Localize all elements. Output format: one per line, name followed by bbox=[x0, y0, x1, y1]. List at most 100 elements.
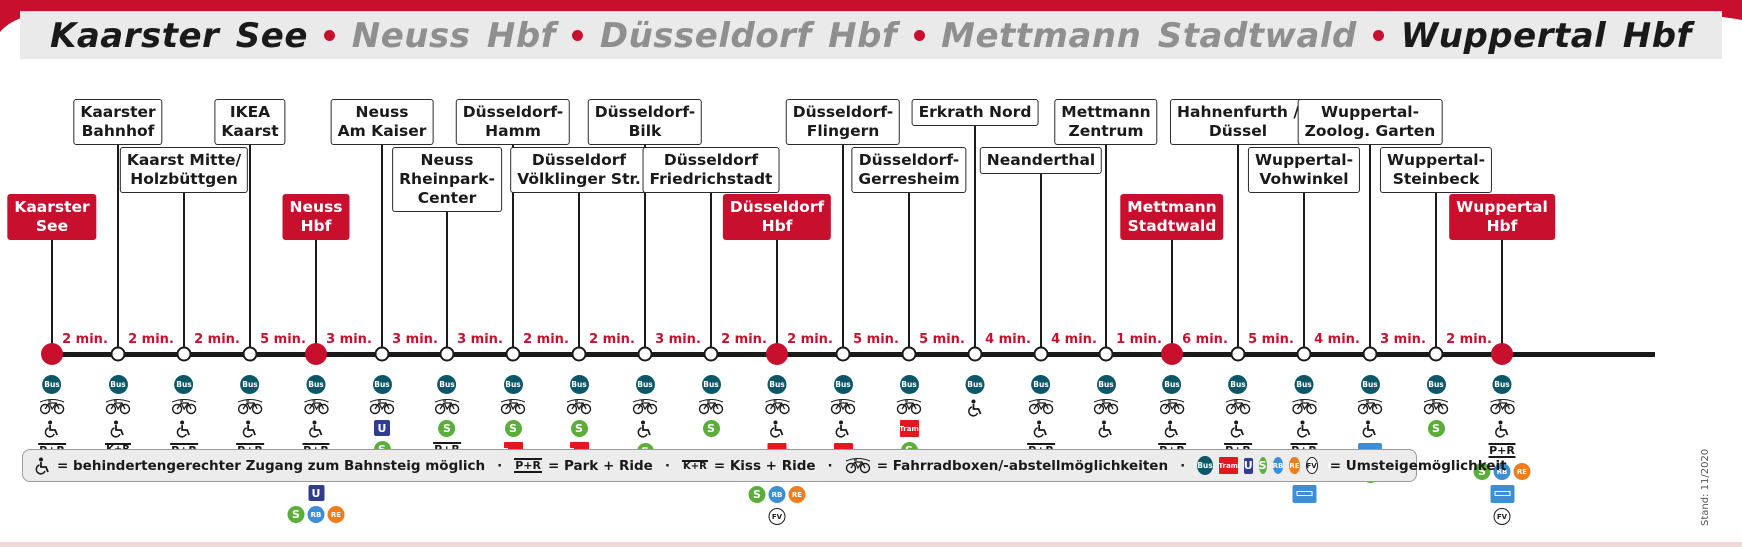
station-label[interactable]: Neuss Am Kaiser bbox=[330, 99, 434, 145]
wheelchair-icon bbox=[1033, 420, 1049, 438]
wheelchair-icon bbox=[35, 457, 51, 475]
station-label[interactable]: Düsseldorf- Hamm bbox=[455, 99, 571, 145]
station-stem bbox=[1369, 145, 1371, 354]
station-label[interactable]: Kaarster Bahnhof bbox=[73, 99, 163, 145]
main-station-label[interactable]: Kaarster See bbox=[7, 194, 97, 240]
bicycle-icon bbox=[1357, 399, 1383, 415]
station-label[interactable]: IKEA Kaarst bbox=[214, 99, 286, 145]
station-stem bbox=[51, 240, 53, 354]
station-facilities: BusTramS bbox=[896, 375, 922, 459]
station-label[interactable]: Wuppertal- Steinbeck bbox=[1379, 147, 1493, 193]
station-label[interactable]: Neanderthal bbox=[979, 147, 1103, 174]
legend-separator: · bbox=[1180, 457, 1186, 474]
station-label[interactable]: Düsseldorf- Bilk bbox=[587, 99, 703, 145]
main-station-label[interactable]: Düsseldorf Hbf bbox=[722, 194, 832, 240]
station-marker[interactable] bbox=[1362, 346, 1378, 362]
route-separator-dot bbox=[324, 30, 336, 41]
station-marker[interactable] bbox=[374, 346, 390, 362]
station-marker[interactable] bbox=[637, 346, 653, 362]
ubahn-icon: U bbox=[374, 420, 390, 436]
station-marker[interactable] bbox=[1098, 346, 1114, 362]
main-station-marker[interactable] bbox=[1161, 343, 1183, 365]
bus-icon: Bus bbox=[767, 375, 787, 394]
station-marker[interactable] bbox=[505, 346, 521, 362]
station-stem bbox=[842, 145, 844, 354]
travel-time-label: 2 min. bbox=[62, 332, 108, 347]
station-label[interactable]: Düsseldorf- Gerresheim bbox=[851, 147, 967, 193]
route-separator-dot bbox=[1373, 30, 1385, 41]
bicycle-icon bbox=[500, 399, 526, 415]
bus-icon: Bus bbox=[1360, 375, 1380, 394]
route-header-word: Wuppertal bbox=[1400, 15, 1607, 56]
station-marker[interactable] bbox=[571, 346, 587, 362]
main-station-marker[interactable] bbox=[766, 343, 788, 365]
bicycle-icon bbox=[896, 399, 922, 415]
bus-icon: Bus bbox=[1492, 375, 1512, 394]
route-header-word: Kaarster bbox=[50, 15, 220, 56]
station-marker[interactable] bbox=[1230, 346, 1246, 362]
station-marker[interactable] bbox=[1296, 346, 1312, 362]
bus-icon: Bus bbox=[1426, 375, 1446, 394]
station-facilities: Bus P+R S RB RE FV bbox=[1473, 375, 1531, 525]
route-header-word: Düsseldorf bbox=[599, 15, 812, 56]
route-line bbox=[55, 352, 1655, 357]
station-label[interactable]: Kaarst Mitte/Holzbüttgen bbox=[119, 147, 249, 193]
wheelchair-icon bbox=[1230, 420, 1246, 438]
travel-time-label: 5 min. bbox=[853, 332, 899, 347]
station-label[interactable]: Düsseldorf Völklinger Str. bbox=[510, 147, 648, 193]
bus-icon: Bus bbox=[503, 375, 523, 394]
main-station-label[interactable]: Mettmann Stadtwald bbox=[1120, 194, 1224, 240]
station-label[interactable]: Düsseldorf Friedrichstadt bbox=[642, 147, 780, 193]
station-marker[interactable] bbox=[835, 346, 851, 362]
station-stem bbox=[381, 145, 383, 354]
travel-time-label: 4 min. bbox=[985, 332, 1031, 347]
station-label[interactable]: Wuppertal- Vohwinkel bbox=[1247, 147, 1361, 193]
regionalbahn-icon: RB bbox=[307, 506, 325, 523]
main-station-marker[interactable] bbox=[41, 343, 63, 365]
wheelchair-icon bbox=[1362, 420, 1378, 438]
station-stem bbox=[1105, 145, 1107, 354]
legend-bike-text: = Fahrradboxen/-abstellmöglichkeiten bbox=[876, 457, 1169, 474]
bus-icon: Bus bbox=[965, 375, 985, 394]
main-station-marker[interactable] bbox=[1491, 343, 1513, 365]
wheelchair-icon bbox=[1494, 420, 1510, 438]
station-marker[interactable] bbox=[1428, 346, 1444, 362]
station-marker[interactable] bbox=[703, 346, 719, 362]
station-label[interactable]: Hahnenfurth / Düssel bbox=[1170, 99, 1306, 145]
regionalexpress-icon: RE bbox=[788, 486, 806, 503]
station-facilities: Bus bbox=[1093, 375, 1119, 438]
travel-time-label: 5 min. bbox=[919, 332, 965, 347]
station-marker[interactable] bbox=[439, 346, 455, 362]
station-marker[interactable] bbox=[242, 346, 258, 362]
regionalexpress-icon: RE bbox=[1513, 463, 1531, 480]
main-station-label[interactable]: Wuppertal Hbf bbox=[1449, 194, 1555, 240]
bicycle-icon bbox=[1093, 399, 1119, 415]
legend-kr-text: = Kiss + Ride bbox=[713, 457, 816, 474]
station-marker[interactable] bbox=[176, 346, 192, 362]
station-stem bbox=[1171, 240, 1173, 354]
station-facilities: Bus S bbox=[698, 375, 724, 437]
main-station-label[interactable]: Neuss Hbf bbox=[282, 194, 350, 240]
station-marker[interactable] bbox=[901, 346, 917, 362]
wheelchair-icon bbox=[967, 399, 983, 417]
station-label[interactable]: Erkrath Nord bbox=[911, 99, 1039, 126]
main-station-marker[interactable] bbox=[305, 343, 327, 365]
park-ride-icon: P+R bbox=[514, 458, 542, 473]
tram-icon: Tram bbox=[1219, 457, 1238, 474]
station-marker[interactable] bbox=[110, 346, 126, 362]
station-label[interactable]: Mettmann Zentrum bbox=[1054, 99, 1158, 145]
station-label[interactable]: Neuss Rheinpark- Center bbox=[392, 147, 502, 212]
bus-icon: Bus bbox=[701, 375, 721, 394]
station-label[interactable]: Wuppertal- Zoolog. Garten bbox=[1297, 99, 1443, 145]
travel-time-label: 3 min. bbox=[1380, 332, 1426, 347]
bus-icon: Bus bbox=[833, 375, 853, 394]
station-label[interactable]: Düsseldorf- Flingern bbox=[785, 99, 901, 145]
station-marker[interactable] bbox=[967, 346, 983, 362]
station-facilities: Bus S bbox=[1423, 375, 1449, 437]
station-marker[interactable] bbox=[1033, 346, 1049, 362]
bicycle-icon bbox=[1291, 399, 1317, 415]
